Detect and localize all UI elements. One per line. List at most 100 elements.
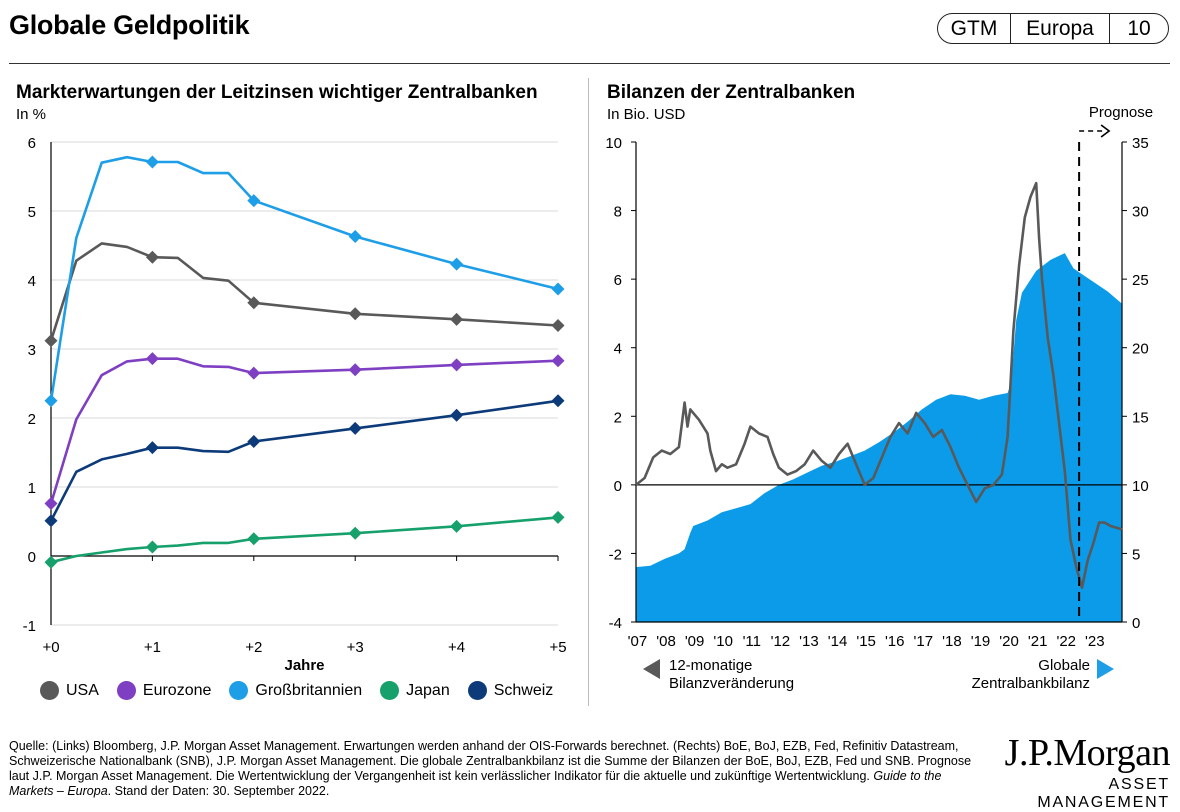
legend-label: Großbritannien (255, 681, 363, 699)
y-tick-label: -1 (23, 618, 36, 635)
data-point-marker (44, 497, 58, 511)
balance-sheet-area (636, 253, 1122, 622)
data-point-marker (44, 334, 58, 348)
legend-swatch (40, 681, 59, 700)
x-tick-label: '09 (685, 633, 705, 650)
right-y-tick-label: 10 (1132, 478, 1149, 495)
source-text: Quelle: (Links) Bloomberg, J.P. Morgan A… (9, 739, 972, 783)
right-axis-series-label: Globale Zentralbankbilanz (971, 657, 1090, 692)
x-tick-label: '15 (856, 633, 876, 650)
data-point-marker (348, 421, 362, 435)
x-tick-label: '21 (1028, 633, 1048, 650)
right-chart-subtitle: In Bio. USD (607, 106, 686, 123)
data-point-marker (44, 514, 58, 528)
data-point-marker (44, 555, 58, 569)
y-tick-label: 0 (28, 549, 36, 566)
x-tick-label: '12 (771, 633, 791, 650)
data-point-marker (551, 510, 565, 524)
legend-swatch (467, 681, 487, 700)
right-chart-title: Bilanzen der Zentralbanken (607, 82, 856, 103)
y-tick-label: 5 (28, 204, 36, 221)
x-tick-label: '10 (713, 633, 733, 650)
data-point-marker (551, 282, 565, 296)
x-tick-label: '11 (743, 633, 761, 650)
legend-label: Schweiz (493, 681, 554, 699)
x-tick-label: '08 (656, 633, 676, 650)
x-tick-label: '16 (885, 633, 905, 650)
x-tick-label: +1 (144, 639, 161, 656)
legend-swatch (380, 681, 400, 700)
x-axis-label: Jahre (284, 657, 324, 674)
badge-gtm: GTM (938, 14, 1011, 43)
y-tick-label: 1 (28, 480, 36, 497)
forecast-label: Prognose (1089, 104, 1153, 121)
left-y-tick-label: 4 (614, 341, 622, 358)
legend-label: Japan (406, 681, 450, 699)
panel-divider (588, 78, 589, 706)
data-point-marker (348, 363, 362, 377)
right-y-tick-label: 25 (1132, 272, 1149, 289)
data-point-marker (247, 194, 261, 208)
data-point-marker (450, 519, 464, 533)
data-point-marker (348, 307, 362, 321)
left-y-tick-label: 6 (614, 272, 622, 289)
x-tick-label: +3 (347, 639, 364, 656)
series-line-usa (49, 242, 559, 342)
right-area-chart: 1086420-2-435302520151050'07'08'09'10'11… (605, 104, 1153, 650)
guide-title: Guide to the Markets – Europa (9, 769, 942, 798)
data-point-marker (551, 394, 565, 408)
x-tick-label: '17 (914, 633, 934, 650)
right-y-tick-label: 35 (1132, 135, 1149, 152)
x-tick-label: '18 (942, 633, 962, 650)
x-tick-label: '20 (999, 633, 1019, 650)
arrow-right-icon (1097, 659, 1114, 679)
header-divider (9, 63, 1170, 64)
data-point-marker (450, 408, 464, 422)
legend-label: Eurozone (142, 681, 212, 699)
data-point-marker (247, 434, 261, 448)
y-tick-label: 3 (28, 342, 36, 359)
y-tick-label: 6 (28, 135, 36, 152)
data-point-marker (247, 532, 261, 546)
data-point-marker (348, 526, 362, 540)
series-line-japan (50, 516, 559, 564)
y-tick-label: 4 (28, 273, 36, 290)
data-point-marker (145, 540, 159, 554)
left-y-tick-label: -4 (609, 615, 622, 632)
left-chart-legend: USA Eurozone Großbritannien Japan Schweiz (40, 681, 553, 700)
data-point-marker (44, 394, 58, 408)
x-tick-label: '13 (799, 633, 819, 650)
left-chart-title: Markterwartungen der Leitzinsen wichtige… (16, 82, 538, 103)
legend-item: Eurozone (116, 681, 212, 700)
left-chart-subtitle: In % (16, 106, 47, 123)
legend-item: USA (40, 681, 99, 700)
legend-item: Japan (380, 681, 450, 700)
x-tick-label: '19 (971, 633, 991, 650)
x-tick-label: '22 (1056, 633, 1076, 650)
data-point-marker (145, 155, 159, 169)
data-point-marker (145, 250, 159, 264)
page-title: Globale Geldpolitik (9, 10, 250, 40)
right-y-tick-label: 0 (1132, 615, 1140, 632)
series-line-eurozone (49, 357, 559, 504)
data-point-marker (247, 366, 261, 380)
badge-region: Europa (1011, 14, 1110, 43)
left-y-tick-label: 0 (614, 478, 622, 495)
legend-swatch (116, 681, 136, 700)
legend-item: Schweiz (467, 681, 554, 700)
y-tick-label: 2 (28, 411, 36, 428)
legend-label: USA (66, 681, 99, 699)
right-y-tick-label: 30 (1132, 204, 1149, 221)
gtm-badge: GTM Europa 10 (937, 13, 1169, 44)
data-point-marker (145, 352, 159, 366)
x-tick-label: +5 (549, 639, 566, 656)
x-tick-label: +0 (42, 639, 59, 656)
data-point-marker (551, 354, 565, 368)
x-tick-label: '14 (828, 633, 848, 650)
data-point-marker (450, 358, 464, 372)
left-y-tick-label: 10 (605, 135, 622, 152)
left-line-chart: 6 5 4 3 2 1 0 -1 +0 +1 +2 +3 +4 +5 Jahre (23, 135, 567, 674)
balance-change-line (635, 181, 1123, 589)
left-y-tick-label: -2 (609, 546, 622, 563)
right-y-tick-label: 20 (1132, 341, 1149, 358)
